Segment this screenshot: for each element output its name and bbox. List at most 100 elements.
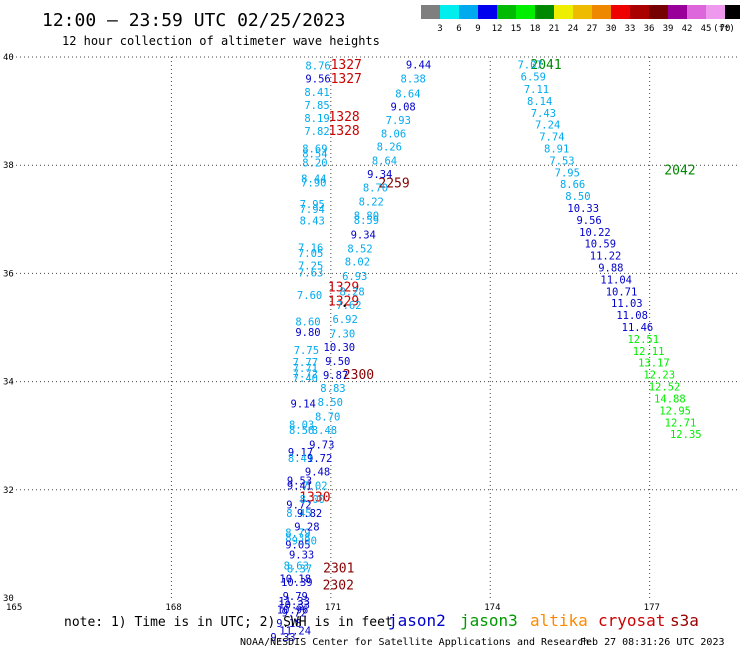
wave-height-label: 9.34 (367, 169, 392, 181)
wave-height-label: 8.03 (289, 419, 314, 431)
time-label: 1330 (299, 490, 330, 505)
wave-height-label: 8.28 (339, 286, 364, 298)
wave-height-label: 6.93 (342, 271, 367, 283)
time-label: 2259 (378, 177, 409, 192)
wave-height-label: 8.66 (560, 179, 585, 191)
wave-height-label: 11.33 (278, 596, 310, 608)
wave-height-label: 11.08 (616, 310, 648, 322)
legend-label: 27 (587, 24, 598, 34)
wave-height-label: 10.22 (579, 227, 611, 239)
wave-height-label: 9.14 (291, 398, 316, 410)
legend-label: 70 (720, 24, 731, 34)
wave-height-label: 7.85 (304, 100, 329, 112)
wave-height-label: 7.62 (336, 300, 361, 312)
wave-height-label: 8.26 (377, 141, 402, 153)
wave-height-label: 9.33 (270, 632, 295, 644)
wave-height-label: 8.43 (300, 215, 325, 227)
legend-label: 9 (475, 24, 480, 34)
wave-height-label: 8.50 (565, 191, 590, 203)
wave-height-label: 9.72 (282, 608, 307, 620)
legend-swatch (725, 5, 740, 19)
legend-label: 30 (606, 24, 617, 34)
wave-height-label: 9.72 (307, 453, 332, 465)
wave-height-label: 10.71 (606, 286, 638, 298)
satellite-name: jason2 (388, 611, 446, 630)
wave-height-label: 9.72 (286, 499, 311, 511)
y-tick-label: 30 (3, 594, 14, 604)
wave-height-label: 7.77 (293, 357, 318, 369)
wave-height-label: 9.88 (598, 263, 623, 275)
wave-height-label: 6.92 (333, 314, 358, 326)
wave-height-label: 7.90 (301, 178, 326, 190)
wave-height-label: 9.05 (285, 540, 310, 552)
wave-height-label: 8.59 (354, 215, 379, 227)
wave-height-label: 7.53 (549, 155, 574, 167)
legend-label: 24 (568, 24, 579, 34)
wave-height-label: 12.35 (670, 429, 702, 441)
wave-height-label: 8.41 (288, 453, 313, 465)
y-tick-label: 34 (3, 378, 14, 388)
wave-height-label: 8.79 (285, 528, 310, 540)
legend-swatch (459, 5, 478, 19)
wave-height-label: 8.48 (312, 425, 337, 437)
wave-height-label: 14.88 (654, 393, 686, 405)
wave-height-label: 9.41 (287, 481, 312, 493)
legend-swatch (554, 5, 573, 19)
wave-height-label: 8.50 (318, 397, 343, 409)
wave-height-label: 9.33 (289, 549, 314, 561)
wave-height-label: 7.40 (293, 373, 318, 385)
legend-swatch (630, 5, 649, 19)
legend-swatch (440, 5, 459, 19)
wave-height-label: 9.73 (309, 439, 334, 451)
wave-height-label: 11.03 (611, 298, 643, 310)
legend-label: 21 (549, 24, 560, 34)
wave-height-label: 9.48 (305, 466, 330, 478)
wave-height-label: 7.07 (517, 60, 542, 72)
satellite-name: jason3 (460, 611, 518, 630)
satellite-name: s3a (670, 611, 699, 630)
wave-height-label: 11.22 (590, 251, 622, 263)
wave-height-label: 8.56 (289, 425, 314, 437)
wave-height-label: 7.95 (555, 167, 580, 179)
wave-height-label: 10.39 (281, 577, 313, 589)
wave-height-label: 13.17 (638, 358, 670, 370)
wave-height-label: 7.11 (524, 84, 549, 96)
color-legend: 3 6 9 12 15 18 21 24 27 30 33 36 39 42 45 70(ft) (421, 5, 740, 34)
wave-height-label: 8.70 (315, 411, 340, 423)
wave-height-label: 7.30 (330, 329, 355, 341)
wave-height-label: 7.25 (298, 260, 323, 272)
legend-swatch (478, 5, 497, 19)
time-label: 2041 (530, 58, 561, 73)
legend-swatch (649, 5, 668, 19)
legend-label: 36 (644, 24, 655, 34)
wave-height-label: 9.08 (390, 101, 415, 113)
satellite-name: cryosat (598, 611, 665, 630)
wave-height-label: 9.53 (287, 476, 312, 488)
wave-height-label: 9.28 (294, 522, 319, 534)
wave-height-label: 8.41 (304, 87, 329, 99)
wave-height-label: 8.83 (320, 383, 345, 395)
wave-height-label: 10.33 (567, 203, 599, 215)
wave-height-label: 9.17 (288, 447, 313, 459)
wave-height-label: 7.43 (531, 108, 556, 120)
legend-label: 15 (511, 24, 522, 34)
y-tick-label: 38 (3, 161, 14, 171)
wave-height-label: 8.60 (295, 317, 320, 329)
wave-height-label: 9.56 (576, 215, 601, 227)
x-tick-label: 168 (165, 603, 181, 613)
wave-height-label: 7.63 (298, 267, 323, 279)
wave-height-label: 7.95 (300, 199, 325, 211)
wave-height-label: 7.72 (293, 369, 318, 381)
wave-height-label: 10.59 (584, 239, 616, 251)
footnote: note: 1) Time is in UTC; 2) SWH is in fe… (64, 615, 393, 630)
x-tick-label: 165 (6, 603, 22, 613)
x-tick-label: 171 (325, 603, 341, 613)
legend-label: 45 (701, 24, 712, 34)
legend-label: 18 (530, 24, 541, 34)
time-label: 1327 (331, 72, 362, 87)
legend-label: 39 (663, 24, 674, 34)
x-tick-label: 174 (484, 603, 500, 613)
legend-label: 12 (492, 24, 503, 34)
